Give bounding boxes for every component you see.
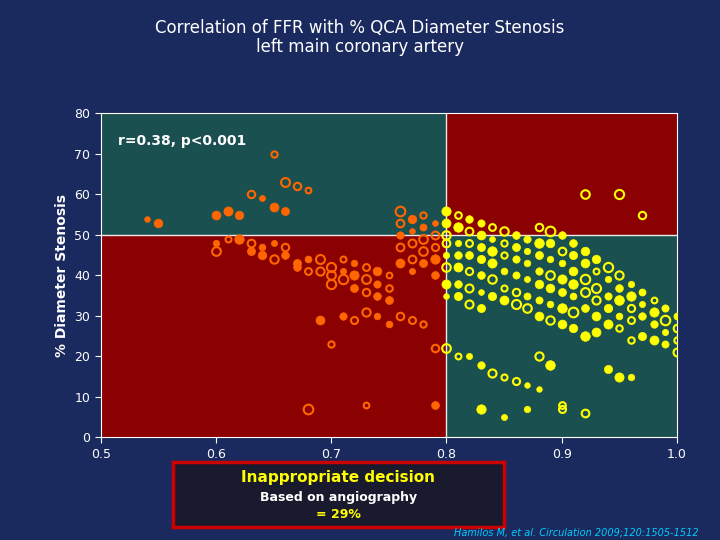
- X-axis label: FFR: FFR: [371, 467, 407, 484]
- Text: left main coronary artery: left main coronary artery: [256, 38, 464, 56]
- Text: Correlation of FFR with % QCA Diameter Stenosis: Correlation of FFR with % QCA Diameter S…: [156, 19, 564, 37]
- Y-axis label: % Diameter Stenosis: % Diameter Stenosis: [55, 194, 69, 357]
- Text: = 29%: = 29%: [316, 508, 361, 521]
- Bar: [446, 113, 677, 235]
- Text: Hamilos M, et al. Circulation 2009;120:1505-1512: Hamilos M, et al. Circulation 2009;120:1…: [454, 527, 698, 537]
- Text: Inappropriate decision: Inappropriate decision: [241, 470, 436, 485]
- Bar: [101, 235, 446, 437]
- Text: Based on angiography: Based on angiography: [260, 491, 417, 504]
- Text: r=0.38, p<0.001: r=0.38, p<0.001: [118, 133, 246, 147]
